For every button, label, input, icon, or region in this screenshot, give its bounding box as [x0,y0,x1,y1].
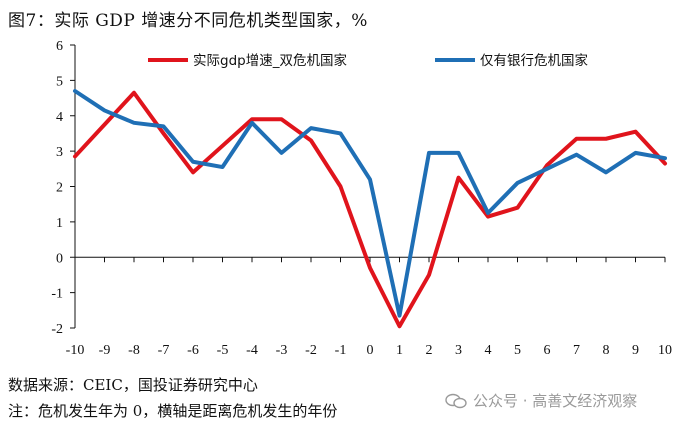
x-tick-label: 5 [514,343,521,358]
x-tick-label: 10 [658,343,672,358]
x-tick-label: -10 [66,343,85,358]
x-tick-label: -1 [335,343,347,358]
x-tick-label: -7 [158,343,170,358]
x-tick-label: 0 [367,343,374,358]
series-line-1 [73,90,667,329]
legend-label-2: 仅有银行危机国家 [480,52,588,69]
series-line-2 [73,88,667,318]
x-tick-label: -8 [128,343,140,358]
x-tick-label: 4 [485,343,492,358]
chart-title: 图7：实际 GDP 增速分不同危机类型国家，% [8,11,368,31]
x-tick-label: 7 [573,343,580,358]
x-tick-label: 2 [426,343,433,358]
y-tick-label: 0 [56,251,63,266]
y-tick-label: 4 [56,110,63,125]
x-tick-label: -4 [246,343,258,358]
y-tick-label: -1 [51,287,63,302]
watermark-text: 公众号 · 高善文经济观察 [473,392,638,410]
chart-series [73,88,667,329]
y-tick-label: 2 [56,181,63,196]
x-tick-label: -3 [276,343,288,358]
x-tick-label: 9 [632,343,639,358]
x-tick-label: -2 [305,343,317,358]
legend-label-1: 实际gdp增速_双危机国家 [193,52,347,69]
y-tick-label: 5 [56,74,63,89]
x-tick-label: -9 [99,343,111,358]
x-tick-label: -6 [187,343,199,358]
data-source: 数据来源：CEIC，国投证券研究中心 [8,376,258,394]
watermark: 公众号 · 高善文经济观察 [445,390,637,411]
y-tick-label: 1 [56,216,63,231]
footnote: 注：危机发生年为 0，横轴是距离危机发生的年份 [8,402,338,420]
x-tick-label: 3 [455,343,462,358]
x-tick-label: 1 [396,343,403,358]
x-tick-label: -5 [217,343,229,358]
x-tick-label: 8 [603,343,610,358]
chart-legend: 实际gdp增速_双危机国家 仅有银行危机国家 [148,52,588,69]
wechat-icon [445,393,467,408]
y-tick-label: 3 [56,145,63,160]
y-tick-label: -2 [51,322,63,337]
x-tick-label: 6 [544,343,551,358]
y-tick-label: 6 [56,39,63,54]
